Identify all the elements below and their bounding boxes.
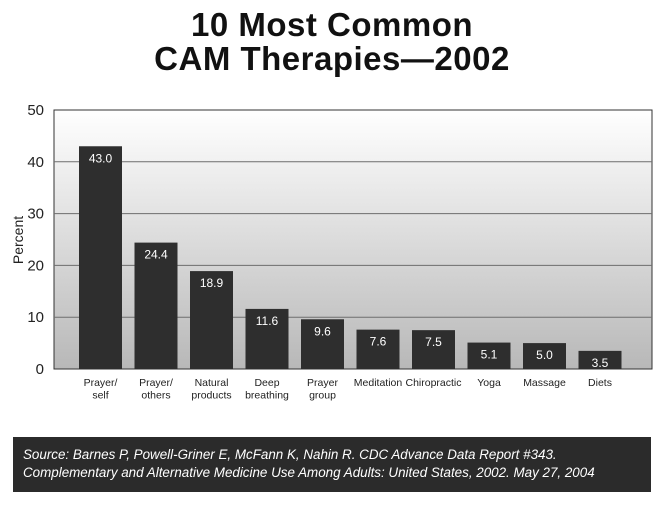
x-tick-label: Prayer/others: [139, 377, 173, 402]
x-tick-label: Yoga: [477, 377, 501, 389]
bar: [467, 342, 511, 369]
x-tick-label: Natural products: [191, 377, 231, 402]
chart-title-line-1: 10 Most Common: [190, 6, 474, 43]
y-tick-label: 0: [36, 361, 44, 378]
x-tick-label: Prayer group: [307, 377, 338, 402]
bar: [79, 146, 122, 369]
bar: [578, 350, 622, 369]
x-tick-label: Massage: [523, 377, 566, 389]
bar-value-label: 43.0: [89, 151, 113, 165]
bar: [134, 242, 178, 369]
y-tick-label: 20: [27, 257, 44, 274]
x-tick-label: Diets: [588, 377, 612, 389]
chart-title-line-2: CAM Therapies—2002: [154, 40, 510, 77]
x-tick-label: Meditation: [354, 377, 403, 389]
y-tick-label: 10: [27, 309, 44, 326]
x-tick-label: Deep breathing: [245, 377, 289, 402]
bar: [523, 343, 566, 369]
y-axis-label: Percent: [10, 216, 26, 264]
x-tick-label: Prayer/self: [84, 377, 118, 402]
bar-value-label: 5.1: [481, 348, 498, 362]
source-line-2: Complementary and Alternative Medicine U…: [23, 465, 595, 480]
bar-value-label: 11.6: [256, 314, 279, 328]
bar: [356, 329, 400, 369]
chart-title: 10 Most Common CAM Therapies—2002: [0, 8, 664, 76]
source-line-1: Source: Barnes P, Powell-Griner E, McFan…: [23, 447, 557, 462]
bar-chart: 0 10 20 30 40 50 43.0 24.4 18.9 11.6 9.6 7.6 7.5 5.1…: [10, 102, 653, 402]
bar: [190, 271, 233, 369]
bar-value-label: 3.5: [592, 356, 609, 370]
bar: [301, 319, 344, 369]
x-tick-label: Chiropractic: [405, 377, 461, 389]
bar: [245, 308, 289, 369]
bar-value-label: 9.6: [314, 324, 331, 338]
bar-value-label: 5.0: [536, 348, 553, 362]
bar-value-label: 24.4: [144, 248, 168, 262]
y-tick-label: 40: [27, 154, 44, 171]
bar-value-label: 7.6: [370, 335, 387, 349]
y-tick-label: 50: [27, 102, 44, 119]
bar-value-label: 7.5: [425, 335, 442, 349]
bar: [412, 330, 455, 369]
bar-value-label: 18.9: [200, 276, 224, 290]
source-note: Source: Barnes P, Powell-Griner E, McFan…: [13, 437, 651, 492]
y-tick-label: 30: [27, 206, 44, 223]
